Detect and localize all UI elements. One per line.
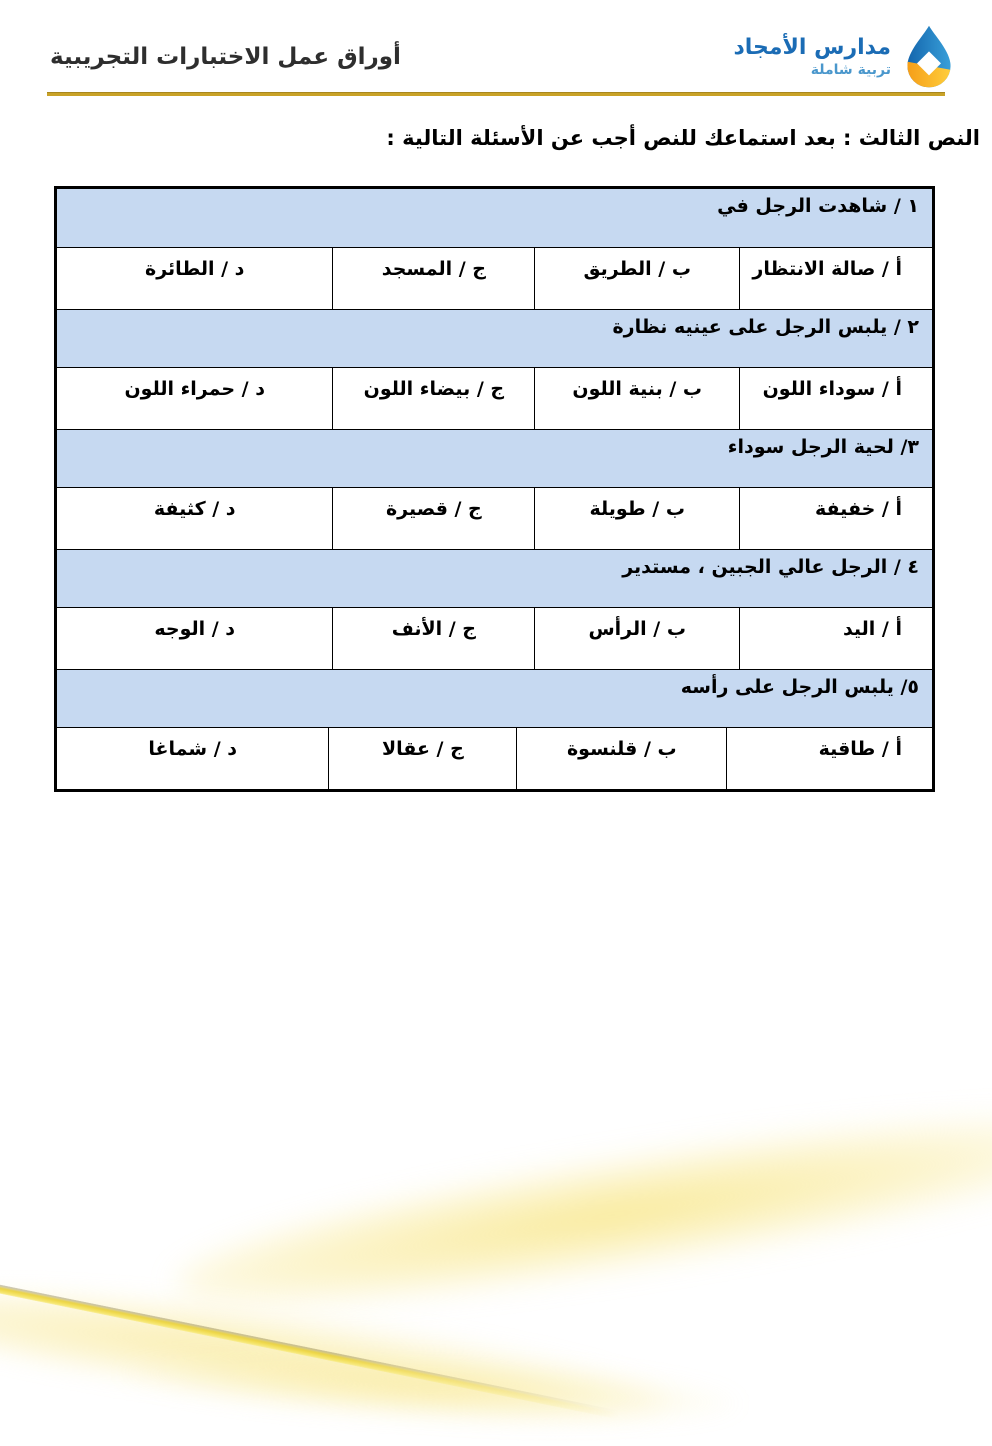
question-1-prompt: ١ / شاهدت الرجل في [717,195,919,217]
school-logo-text: مدارس الأمجاد تربية شاملة [733,34,891,79]
header-divider-line [47,92,945,96]
question-5-prompt-row: ٥/ يلبس الرجل على رأسه [57,669,932,727]
document-title: أوراق عمل الاختبارات التجريبية [50,44,401,70]
question-1-option-b: ب / الطريق [534,248,739,309]
question-5-option-a: أ / طاقية [726,728,932,789]
questions-table: ١ / شاهدت الرجل في أ / صالة الانتظار ب /… [54,186,935,792]
question-2-options-row: أ / سوداء اللون ب / بنية اللون ج / بيضاء… [57,367,932,429]
question-2-prompt: ٢ / يلبس الرجل على عينيه نظارة [612,316,919,338]
question-3-prompt: ٣/ لحية الرجل سوداء [727,436,919,458]
question-1-option-a: أ / صالة الانتظار [739,248,932,309]
question-5-option-c: ج / عقالا [328,728,516,789]
question-5-option-b: ب / قلنسوة [516,728,726,789]
decorative-swoosh-glow-upper [167,1074,992,1341]
question-2-option-b: ب / بنية اللون [534,368,739,429]
question-3-option-c: ج / قصيرة [332,488,534,549]
instruction-text: النص الثالث : بعد استماعك للنص أجب عن ال… [386,126,980,150]
question-1-prompt-row: ١ / شاهدت الرجل في [57,189,932,247]
question-2-option-d: د / حمراء اللون [124,378,265,400]
school-logo: مدارس الأمجاد تربية شاملة [733,25,958,89]
question-2-option-c: ج / بيضاء اللون [332,368,534,429]
decorative-swoosh-glow-bottom [118,1341,742,1435]
question-3-option-a: أ / خفيفة [739,488,932,549]
question-1-option-d: د / الطائرة [145,258,245,280]
question-3-option-b: ب / طويلة [534,488,739,549]
question-1-options-row: أ / صالة الانتظار ب / الطريق ج / المسجد … [57,247,932,309]
question-5-prompt: ٥/ يلبس الرجل على رأسه [680,676,919,698]
question-4-option-d: د / الوجه [154,618,236,640]
question-5-option-d: د / شماغا [148,738,238,760]
school-tagline: تربية شاملة [810,61,891,78]
question-2-prompt-row: ٢ / يلبس الرجل على عينيه نظارة [57,309,932,367]
school-logo-droplet-icon [907,25,951,88]
question-4-option-b: ب / الرأس [534,608,739,669]
question-1-option-c: ج / المسجد [332,248,534,309]
decorative-swoosh-line [0,1281,620,1420]
school-name: مدارس الأمجاد [733,34,891,60]
question-4-option-a: أ / اليد [739,608,932,669]
question-2-option-a: أ / سوداء اللون [739,368,932,429]
question-4-prompt: ٤ / الرجل عالي الجبين ، مستدير [622,556,919,578]
question-4-option-c: ج / الأنف [332,608,534,669]
question-5-options-row: أ / طاقية ب / قلنسوة ج / عقالا د / شماغا [57,727,932,789]
question-3-options-row: أ / خفيفة ب / طويلة ج / قصيرة د / كثيفة [57,487,932,549]
question-3-prompt-row: ٣/ لحية الرجل سوداء [57,429,932,487]
question-4-prompt-row: ٤ / الرجل عالي الجبين ، مستدير [57,549,932,607]
page-header: مدارس الأمجاد تربية شاملة أوراق عمل الاخ… [0,0,992,92]
question-4-options-row: أ / اليد ب / الرأس ج / الأنف د / الوجه [57,607,932,669]
decorative-swoosh-glow-lower [0,1269,673,1446]
question-3-option-d: د / كثيفة [153,498,236,520]
